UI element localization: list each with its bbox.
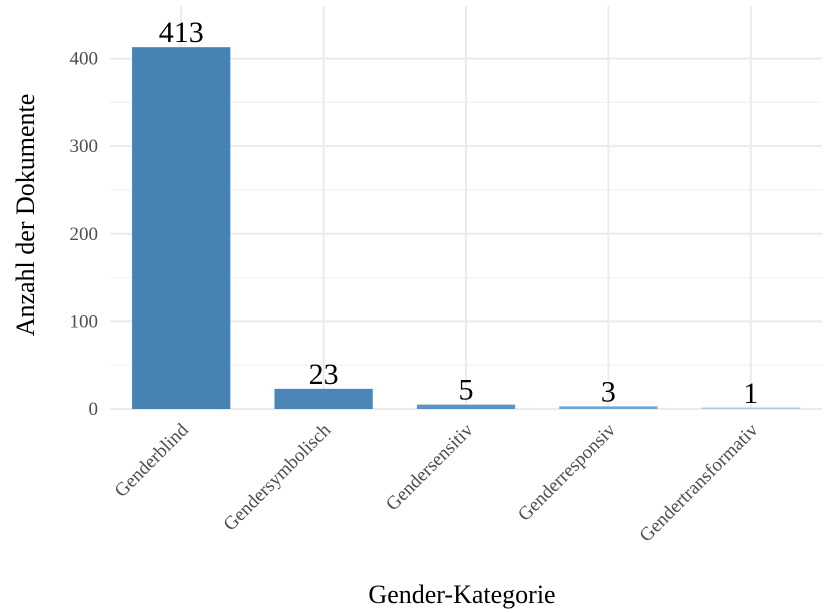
bars	[132, 47, 800, 409]
x-axis-title: Gender-Kategorie	[368, 580, 555, 609]
y-axis-ticks: 0 100 200 300 400	[70, 49, 99, 420]
bar-value-label: 3	[601, 375, 616, 408]
y-tick-label: 100	[70, 311, 99, 332]
bar	[274, 388, 373, 409]
bar	[701, 407, 800, 409]
y-tick-label: 300	[70, 136, 99, 157]
x-tick-label: Gendersymbolisch	[220, 419, 336, 535]
x-axis-ticks: Genderblind Gendersymbolisch Gendersensiti…	[111, 419, 763, 546]
bar	[132, 47, 231, 409]
bar-value-labels: 413 23 5 3 1	[159, 16, 759, 410]
x-tick-label: Genderblind	[111, 419, 193, 501]
y-tick-label: 0	[89, 399, 99, 420]
y-tick-label: 200	[70, 224, 99, 245]
x-tick-label: Gendersensitiv	[382, 419, 478, 515]
bar	[559, 406, 658, 409]
y-tick-label: 400	[70, 49, 99, 70]
bar-value-label: 413	[159, 16, 204, 49]
bar-value-label: 1	[743, 377, 758, 410]
bar-value-label: 5	[459, 374, 474, 407]
bar-value-label: 23	[309, 358, 339, 391]
x-tick-label: Genderresponsiv	[514, 419, 620, 525]
bar	[416, 404, 516, 409]
y-axis-title: Anzahl der Dokumente	[11, 94, 40, 337]
x-tick-label: Gendertransformativ	[636, 419, 763, 546]
